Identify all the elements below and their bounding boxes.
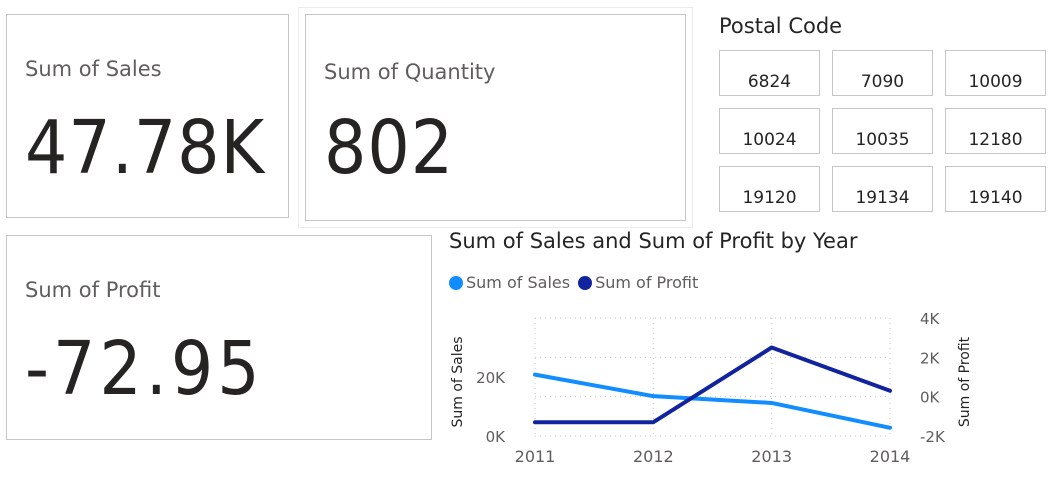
card-label: Sum of Sales [25, 57, 162, 81]
chart-title: Sum of Sales and Sum of Profit by Year [449, 229, 858, 253]
slicer-item[interactable]: 7090 [832, 50, 933, 96]
line-chart: 0K 20K -2K 0K 2K 4K 2011 2012 2013 2014 Sum of Sal… [450, 310, 973, 466]
legend-marker-sales [449, 275, 463, 290]
chart-legend: Sum of Sales Sum of Profit [449, 273, 698, 292]
legend-marker-profit [578, 275, 593, 290]
y-tick-right: -2K [920, 428, 946, 446]
card-label: Sum of Profit [25, 278, 161, 302]
card-sum-of-profit[interactable]: Sum of Profit -72.95 [6, 235, 432, 440]
card-sum-of-sales[interactable]: Sum of Sales 47.78K [6, 14, 289, 218]
card-quantity-focus-outline [298, 7, 693, 228]
slicer-item[interactable]: 10035 [832, 108, 933, 154]
x-tick: 2014 [870, 447, 911, 466]
legend-label: Sum of Profit [595, 273, 699, 292]
postal-code-slicer: 6824 7090 10009 10024 10035 12180 19120 … [719, 50, 1046, 214]
y-tick-right: 4K [920, 310, 941, 328]
x-tick: 2011 [515, 447, 556, 466]
card-value: 802 [324, 105, 455, 191]
card-value: 47.78K [25, 105, 266, 191]
card-sum-of-quantity[interactable]: Sum of Quantity 802 [305, 14, 686, 221]
x-tick: 2012 [633, 447, 674, 466]
y-tick-right: 2K [920, 349, 941, 367]
card-value: -72.95 [25, 326, 264, 412]
x-tick: 2013 [751, 447, 792, 466]
series-line-sales [533, 372, 892, 430]
slicer-item[interactable]: 10024 [719, 108, 820, 154]
card-label: Sum of Quantity [324, 60, 496, 84]
y-axis-title-right: Sum of Profit [957, 336, 973, 427]
slicer-title: Postal Code [719, 14, 843, 38]
slicer-item[interactable]: 19120 [719, 166, 820, 212]
y-tick-left: 0K [486, 428, 507, 446]
y-axis-title-left: Sum of Sales [450, 336, 466, 427]
series-line-profit [533, 345, 892, 425]
legend-item-sales[interactable]: Sum of Sales [449, 273, 570, 292]
legend-item-profit[interactable]: Sum of Profit [578, 273, 698, 292]
legend-label: Sum of Sales [466, 273, 571, 292]
slicer-item[interactable]: 19134 [832, 166, 933, 212]
slicer-item[interactable]: 19140 [945, 166, 1046, 212]
slicer-item[interactable]: 6824 [719, 50, 820, 96]
slicer-item[interactable]: 10009 [945, 50, 1046, 96]
slicer-item[interactable]: 12180 [945, 108, 1046, 154]
y-tick-left: 20K [476, 369, 506, 387]
y-tick-right: 0K [920, 389, 941, 407]
